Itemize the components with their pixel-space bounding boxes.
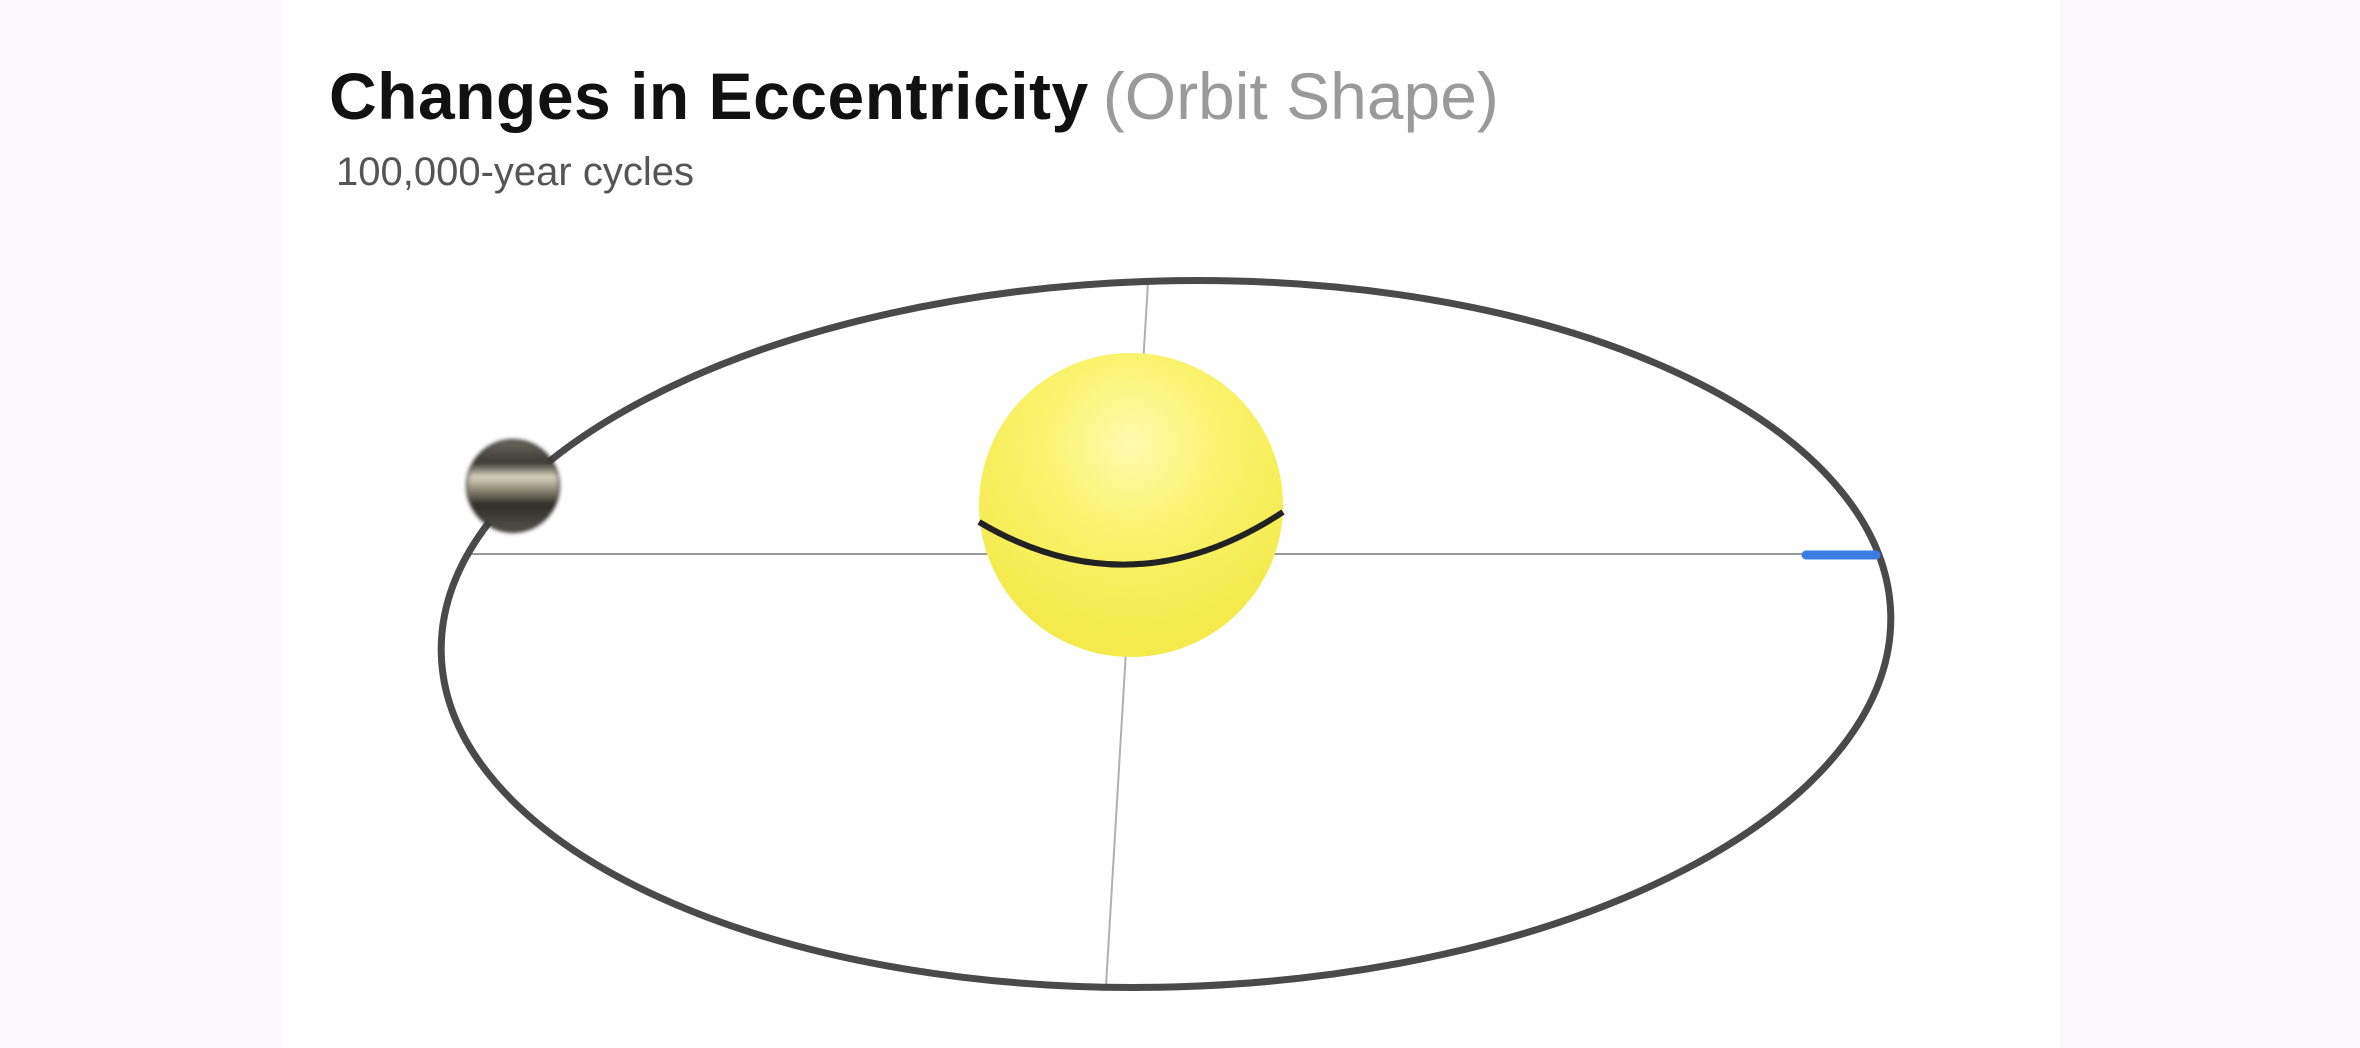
orbit-ellipse [437, 277, 1895, 991]
title-qualifier: (Orbit Shape) [1102, 59, 1499, 133]
title-block: Changes in Eccentricity (Orbit Shape) [329, 58, 1499, 134]
page-title: Changes in Eccentricity [329, 59, 1089, 133]
sun [977, 353, 1285, 657]
page-subtitle: 100,000-year cycles [336, 150, 694, 194]
earth [465, 438, 561, 534]
